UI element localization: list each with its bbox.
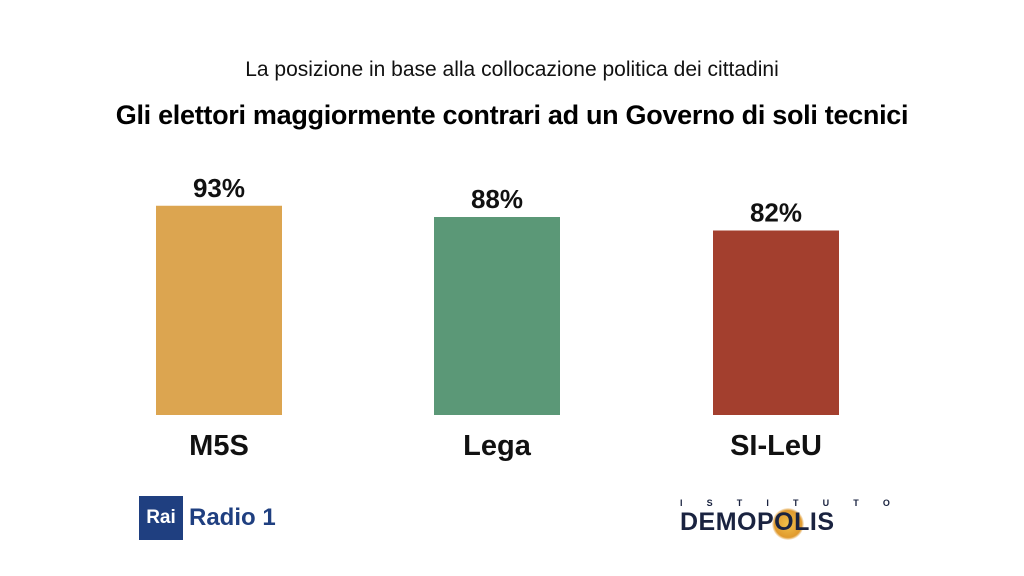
bar-si-leu [713,230,839,415]
istituto-letter: I [680,498,683,508]
bar-value-label: 93% [193,173,245,203]
category-label: Lega [463,430,532,462]
radio1-label: Radio 1 [189,504,276,531]
category-label: M5S [189,430,249,462]
demopolis-logo: I S T I T U T O DEMOPOLIS [680,498,890,544]
category-label: SI-LeU [730,430,822,462]
bar-value-label: 82% [750,198,802,228]
istituto-letter: T [793,498,799,508]
demopolis-sun-icon [772,508,804,540]
istituto-letter: I [766,498,769,508]
bar-chart: 93% M5S 88% Lega 82% SI-LeU [156,173,839,462]
chart-subtitle: La posizione in base alla collocazione p… [245,58,779,81]
bar-m5s [156,205,282,415]
demopolis-wordmark: DEMOPOLIS [680,508,835,536]
bar-value-label: 88% [471,184,523,214]
rai-logo-box: Rai [139,496,183,540]
istituto-letter: O [882,498,890,508]
demopolis-istituto-label: I S T I T U T O [680,498,890,508]
istituto-letter: T [853,498,859,508]
istituto-letter: S [706,498,713,508]
istituto-letter: U [822,498,830,508]
bar-lega [434,217,560,415]
istituto-letter: T [736,498,743,508]
chart-title: Gli elettori maggiormente contrari ad un… [115,100,909,130]
rai-radio1-logo: Rai Radio 1 [139,496,276,540]
